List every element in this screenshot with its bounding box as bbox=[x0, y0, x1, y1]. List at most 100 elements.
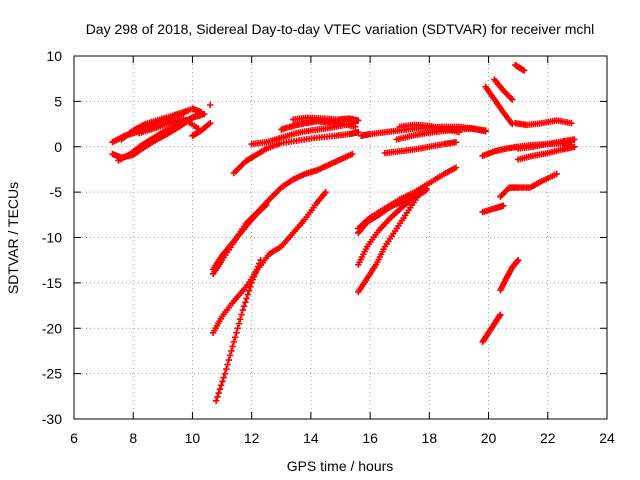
series-arc-d bbox=[118, 108, 190, 143]
data-point bbox=[514, 256, 522, 264]
data-point bbox=[417, 188, 424, 196]
data-point bbox=[497, 311, 504, 318]
data-point bbox=[214, 393, 221, 401]
series-arc-o bbox=[212, 256, 264, 405]
x-tick-labels: 6 8 10 12 14 16 18 20 22 24 bbox=[70, 430, 615, 446]
data-point bbox=[252, 269, 259, 277]
data-point bbox=[233, 329, 240, 336]
data-point bbox=[248, 279, 255, 287]
series-arc-af bbox=[479, 202, 507, 216]
series-arc-ac bbox=[491, 76, 516, 103]
data-point bbox=[230, 338, 238, 346]
data-point bbox=[507, 95, 515, 102]
data-point bbox=[240, 303, 248, 310]
x-tick-label: 10 bbox=[185, 430, 201, 446]
y-tick-label: -10 bbox=[42, 230, 62, 246]
data-point bbox=[568, 119, 575, 127]
series-arc-m bbox=[209, 201, 270, 273]
y-tick-labels: 10 5 0 -5 -10 -15 -20 -25 -30 bbox=[42, 48, 62, 427]
data-point bbox=[183, 108, 190, 115]
data-point bbox=[238, 311, 245, 318]
series-arc-ag bbox=[497, 256, 522, 294]
chart-title: Day 298 of 2018, Sidereal Day-to-day VTE… bbox=[86, 21, 595, 37]
data-point bbox=[239, 306, 246, 314]
data-point bbox=[224, 361, 231, 368]
data-point bbox=[254, 263, 262, 270]
data-point bbox=[496, 312, 503, 320]
data-point bbox=[226, 352, 234, 359]
data-point bbox=[244, 291, 252, 298]
data-point bbox=[452, 164, 460, 171]
data-point bbox=[231, 334, 239, 341]
series-arc-aa bbox=[514, 143, 578, 163]
data-point bbox=[218, 382, 225, 389]
data-point bbox=[571, 136, 578, 143]
x-tick-label: 14 bbox=[303, 430, 319, 446]
data-point bbox=[229, 343, 236, 350]
plot-frame bbox=[73, 55, 608, 420]
x-tick-label: 22 bbox=[540, 430, 556, 446]
data-point bbox=[235, 320, 243, 327]
data-point bbox=[207, 119, 214, 127]
series-arc-ad bbox=[512, 61, 528, 74]
data-point bbox=[220, 374, 227, 381]
x-tick-label: 20 bbox=[481, 430, 497, 446]
series-arc-u bbox=[393, 125, 489, 143]
data-point bbox=[263, 201, 270, 209]
x-tick-label: 12 bbox=[244, 430, 260, 446]
data-point bbox=[198, 109, 205, 116]
series-arc-w bbox=[381, 139, 460, 157]
data-point bbox=[482, 127, 489, 134]
y-tick-label: 5 bbox=[54, 93, 62, 109]
data-point bbox=[249, 276, 257, 283]
data-point bbox=[509, 96, 516, 103]
data-point bbox=[500, 202, 507, 209]
series-arc-y bbox=[512, 117, 575, 129]
data-point bbox=[553, 170, 560, 178]
data-point bbox=[207, 101, 214, 109]
data-point bbox=[352, 123, 359, 130]
data-point bbox=[349, 150, 356, 158]
data-point bbox=[256, 260, 263, 267]
data-point bbox=[253, 266, 260, 274]
data-point bbox=[234, 325, 241, 332]
data-point bbox=[514, 258, 521, 265]
data-point bbox=[237, 315, 244, 323]
data-points bbox=[109, 61, 578, 405]
series-arc-k bbox=[289, 114, 362, 124]
y-tick-label: 0 bbox=[54, 139, 62, 155]
data-point bbox=[455, 129, 463, 136]
series-arc-ah bbox=[479, 311, 504, 346]
data-point bbox=[257, 256, 264, 264]
data-point bbox=[219, 378, 226, 385]
x-axis-label: GPS time / hours bbox=[287, 458, 394, 474]
series-arc-j bbox=[278, 118, 359, 133]
data-point bbox=[192, 112, 199, 120]
data-point bbox=[571, 143, 578, 150]
series-arc-s bbox=[355, 188, 424, 296]
data-point bbox=[243, 295, 250, 302]
data-point bbox=[322, 188, 329, 196]
data-point bbox=[212, 397, 220, 405]
y-tick-label: 10 bbox=[46, 48, 62, 64]
series-arc-g bbox=[207, 101, 214, 109]
series-arc-e bbox=[135, 115, 202, 137]
grid-lines bbox=[74, 56, 607, 419]
data-point bbox=[262, 202, 269, 210]
data-point bbox=[520, 67, 528, 74]
y-tick-label: -5 bbox=[50, 184, 63, 200]
series-arc-v bbox=[396, 121, 463, 136]
x-tick-label: 6 bbox=[70, 430, 78, 446]
data-point bbox=[205, 120, 213, 128]
y-tick-label: -15 bbox=[42, 275, 62, 291]
data-point bbox=[355, 117, 362, 124]
data-point bbox=[251, 273, 258, 280]
data-point bbox=[225, 356, 233, 364]
series-arc-h bbox=[230, 129, 362, 177]
x-tick-label: 24 bbox=[599, 430, 615, 446]
data-point bbox=[242, 299, 249, 306]
y-tick-label: -30 bbox=[42, 411, 62, 427]
series-arc-f bbox=[189, 119, 214, 140]
